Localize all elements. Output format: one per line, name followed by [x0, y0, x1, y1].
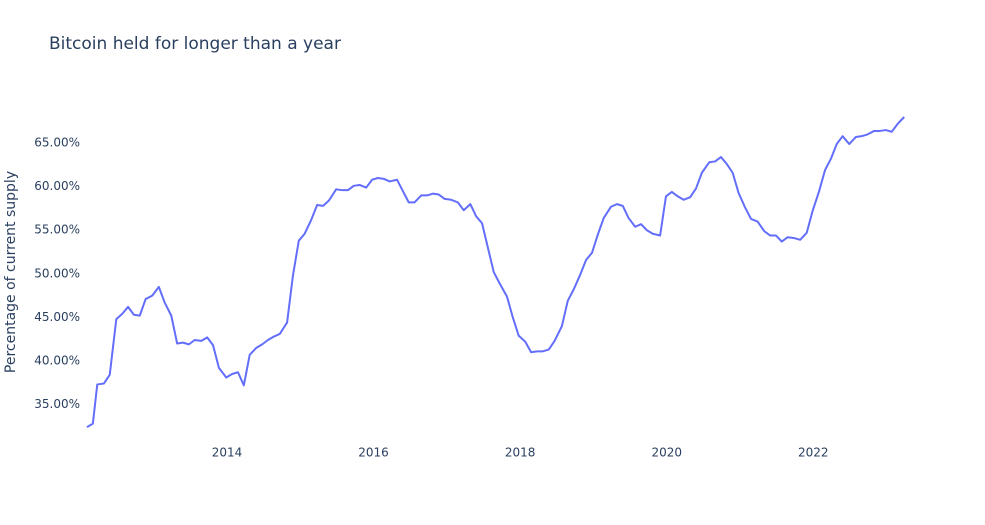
x-tick-label: 2014	[212, 446, 243, 460]
x-tick-label: 2022	[798, 446, 829, 460]
y-tick-label: 55.00%	[34, 223, 80, 237]
y-tick-label: 40.00%	[34, 353, 80, 367]
x-tick-label: 2016	[358, 446, 389, 460]
x-tick-label: 2018	[505, 446, 536, 460]
y-tick-label: 65.00%	[34, 136, 80, 150]
y-axis-label: Percentage of current supply	[3, 171, 19, 373]
line-series	[86, 116, 905, 428]
y-tick-label: 50.00%	[34, 266, 80, 280]
chart-title: Bitcoin held for longer than a year	[49, 34, 341, 54]
y-tick-label: 35.00%	[34, 397, 80, 411]
y-tick-label: 45.00%	[34, 310, 80, 324]
y-tick-label: 60.00%	[34, 179, 80, 193]
x-tick-label: 2020	[651, 446, 682, 460]
